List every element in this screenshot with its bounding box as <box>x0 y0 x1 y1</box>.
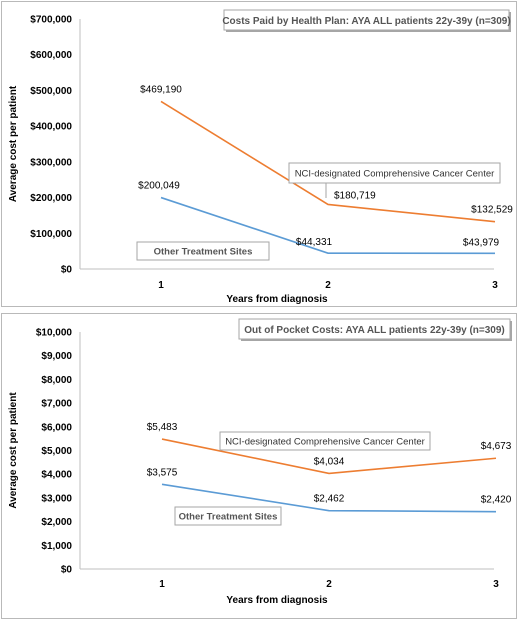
data-label: $4,034 <box>314 456 345 467</box>
series-annotation-box <box>219 431 431 451</box>
series-line-other <box>160 196 496 255</box>
series-annotation-box <box>288 162 501 184</box>
chart-panel-out-of-pocket: $0 $1,000 $2,000 $3,000 $4,000 $5,000 $6,000 $7… <box>1 313 517 619</box>
data-label: $3,575 <box>147 467 178 478</box>
x-tick-label: 1 <box>159 579 165 590</box>
y-axis-title: Average cost per patient <box>8 85 19 202</box>
x-tick-label: 2 <box>326 579 332 590</box>
chart-title: Costs Paid by Health Plan: AYA ALL patie… <box>222 16 510 27</box>
y-tick-label: $200,000 <box>30 193 72 204</box>
x-tick-label: 1 <box>158 280 164 291</box>
y-tick-label: $5,000 <box>41 446 72 457</box>
y-tick-label: $1,000 <box>41 541 72 552</box>
chart-title-box <box>238 318 511 340</box>
chart-health-plan-costs: $0 $100,000 $200,000 $300,000 $400,000 $500,0… <box>8 9 513 305</box>
y-tick-label: $0 <box>61 265 73 276</box>
y-tick-label: $0 <box>61 565 73 576</box>
data-label: $469,190 <box>140 84 182 95</box>
data-label: $43,979 <box>463 237 500 248</box>
data-label: $4,673 <box>481 441 512 452</box>
series-annotation-label: NCI-designated Comprehensive Cancer Cent… <box>225 437 425 448</box>
series-annotation-label: Other Treatment Sites <box>154 247 253 258</box>
y-axis-title: Average cost per patient <box>8 392 19 509</box>
series-annotation-box <box>174 506 282 526</box>
y-tick-label: $500,000 <box>30 86 72 97</box>
x-axis-title: Years from diagnosis <box>226 294 328 305</box>
data-label: $44,331 <box>296 237 333 248</box>
y-tick-label: $700,000 <box>30 15 72 26</box>
data-label: $200,049 <box>138 181 180 192</box>
x-tick-label: 3 <box>492 280 498 291</box>
data-label: $5,483 <box>147 422 178 433</box>
y-tick-label: $8,000 <box>41 375 72 386</box>
y-tick-label: $10,000 <box>36 328 73 339</box>
series-annotation-label: NCI-designated Comprehensive Cancer Cent… <box>295 169 495 180</box>
series-annotation-box <box>136 241 270 261</box>
chart-title-box <box>223 9 510 31</box>
series-annotation-label: Other Treatment Sites <box>179 512 278 523</box>
data-label: $2,462 <box>314 494 345 505</box>
y-tick-label: $6,000 <box>41 422 72 433</box>
x-tick-label: 3 <box>493 579 499 590</box>
x-tick-label: 2 <box>325 280 331 291</box>
chart-panel-health-plan: $0 $100,000 $200,000 $300,000 $400,000 $500,0… <box>1 1 517 307</box>
y-tick-label: $7,000 <box>41 399 72 410</box>
y-tick-label: $9,000 <box>41 351 72 362</box>
y-tick-label: $400,000 <box>30 122 72 133</box>
series-line-nci <box>160 100 496 223</box>
y-tick-label: $2,000 <box>41 517 72 528</box>
y-tick-label: $100,000 <box>30 229 72 240</box>
chart-title: Out of Pocket Costs: AYA ALL patients 22… <box>244 325 505 336</box>
y-tick-label: $600,000 <box>30 50 72 61</box>
chart-out-of-pocket-costs: $0 $1,000 $2,000 $3,000 $4,000 $5,000 $6,000 $7… <box>8 318 512 606</box>
series-line-other <box>161 483 497 513</box>
series-line-nci <box>161 438 497 475</box>
y-tick-label: $300,000 <box>30 157 72 168</box>
data-label: $2,420 <box>481 495 512 506</box>
x-axis-title: Years from diagnosis <box>226 595 328 606</box>
y-tick-label: $4,000 <box>41 470 72 481</box>
y-tick-label: $3,000 <box>41 493 72 504</box>
data-label: $132,529 <box>471 205 513 216</box>
data-label: $180,719 <box>334 190 376 201</box>
